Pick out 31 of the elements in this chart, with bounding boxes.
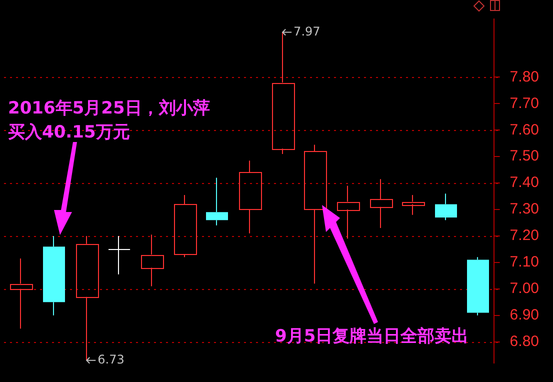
y-tick-label: 7.50 xyxy=(510,148,540,165)
candlestick xyxy=(467,256,489,316)
candlestick xyxy=(108,235,131,275)
candlestick xyxy=(141,234,164,287)
y-tick-label: 7.70 xyxy=(510,94,540,112)
y-tick-label: 7.10 xyxy=(510,254,540,271)
y-tick-label: 7.40 xyxy=(510,174,540,192)
candlestick xyxy=(272,32,295,154)
y-tick-label: 7.00 xyxy=(510,280,540,298)
candlestick xyxy=(174,194,197,258)
annotation: 买入40.15万元 xyxy=(8,122,130,142)
y-tick-label: 7.30 xyxy=(510,200,540,218)
candlestick xyxy=(76,235,99,361)
candlestick xyxy=(239,160,262,234)
candlestick xyxy=(43,235,65,316)
y-tick-label: 7.20 xyxy=(510,227,540,244)
candlestick xyxy=(337,185,360,240)
y-tick-label: 7.60 xyxy=(510,121,540,138)
annotation: 6.73 xyxy=(98,352,124,366)
annotation: 2016年5月25日，刘小萍 xyxy=(8,98,210,118)
candlestick xyxy=(10,258,33,330)
candlestick xyxy=(206,177,228,226)
annotation: 7.97 xyxy=(294,24,320,38)
y-tick-label: 7.80 xyxy=(510,68,540,86)
candlestick xyxy=(402,194,425,216)
candlestick xyxy=(435,193,457,221)
y-tick-label: 6.90 xyxy=(510,306,540,324)
annotation: 9月5日复牌当日全部卖出 xyxy=(275,326,469,346)
candlestick xyxy=(370,178,393,229)
candlestick xyxy=(304,144,327,284)
y-tick-label: 6.80 xyxy=(510,332,540,350)
